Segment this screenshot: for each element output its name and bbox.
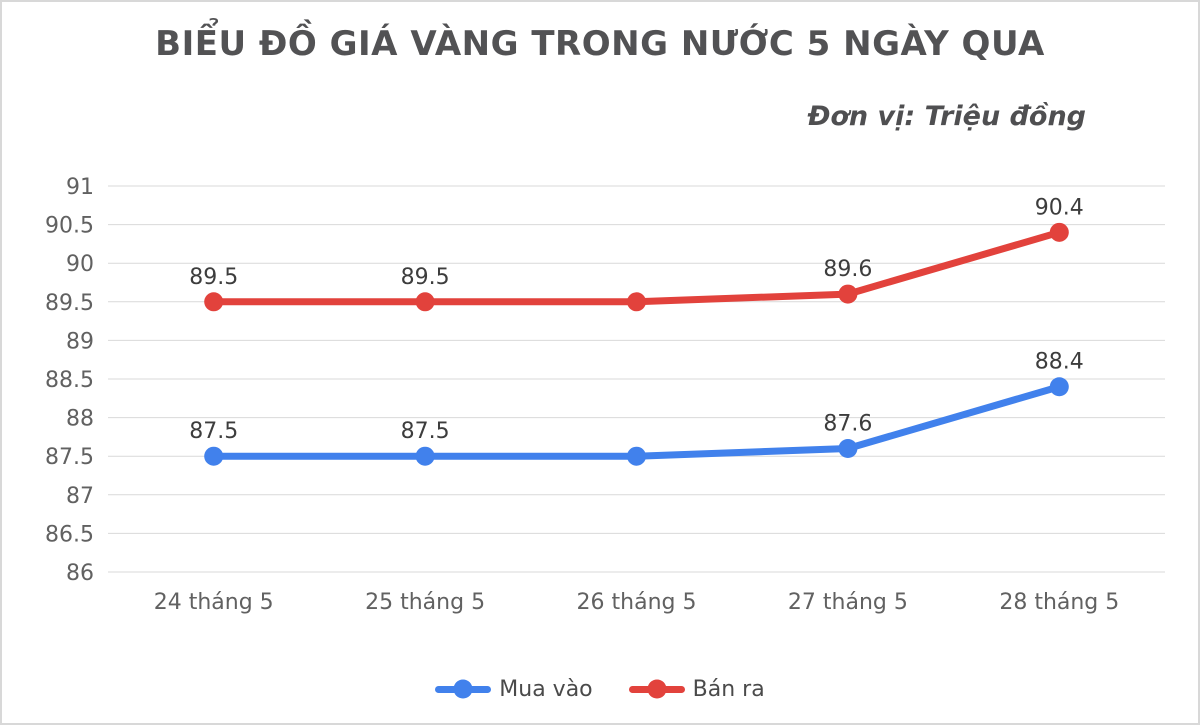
data-point <box>415 292 435 312</box>
y-axis-tick-label: 90.5 <box>45 214 94 239</box>
dot-icon <box>647 679 667 699</box>
data-point <box>627 446 646 466</box>
y-axis-tick-label: 87.5 <box>45 445 94 470</box>
chart-legend: Mua vào Bán ra <box>2 672 1198 706</box>
y-axis-tick-label: 87 <box>66 484 94 509</box>
data-point <box>1049 222 1069 242</box>
y-axis-tick-label: 89.5 <box>45 291 94 316</box>
data-point <box>838 284 858 304</box>
x-axis-label: 27 tháng 5 <box>788 590 908 615</box>
data-point <box>204 446 224 466</box>
y-axis-tick-label: 91 <box>66 175 94 200</box>
y-axis-tick-label: 86.5 <box>45 522 94 547</box>
chart-unit-label: Đơn vị: Triệu đồng <box>807 101 1086 132</box>
data-point-label: 87.5 <box>401 419 450 444</box>
legend-item-mua-vao[interactable]: Mua vào <box>435 676 593 702</box>
data-point-label: 88.4 <box>1035 350 1084 375</box>
data-point <box>204 292 224 312</box>
data-point-label: 89.5 <box>189 265 238 290</box>
legend-label-ban-ra: Bán ra <box>692 676 765 702</box>
x-axis-label: 25 tháng 5 <box>365 590 485 615</box>
chart-title: BIỂU ĐỒ GIÁ VÀNG TRONG NƯỚC 5 NGÀY QUA <box>155 24 1045 64</box>
x-axis-label: 26 tháng 5 <box>577 590 697 615</box>
y-axis-tick-label: 88 <box>66 407 94 432</box>
legend-item-ban-ra[interactable]: Bán ra <box>628 676 765 702</box>
data-point <box>627 292 646 312</box>
dot-icon <box>453 679 473 699</box>
y-axis-tick-label: 86 <box>66 561 94 586</box>
x-axis-label: 28 tháng 5 <box>999 590 1119 615</box>
line-dot-marker-icon <box>435 679 492 699</box>
data-point <box>838 438 858 458</box>
line-dot-marker-icon <box>628 679 685 699</box>
y-axis-tick-label: 89 <box>66 329 94 354</box>
data-point-label: 89.5 <box>401 265 450 290</box>
series-line <box>210 228 1063 306</box>
y-axis-tick-label: 88.5 <box>45 368 94 393</box>
series-line <box>210 383 1063 460</box>
data-point <box>415 446 435 466</box>
data-point-label: 87.6 <box>823 411 872 436</box>
y-axis-tick-label: 90 <box>66 252 94 277</box>
data-point-label: 87.5 <box>189 419 238 444</box>
data-point-label: 90.4 <box>1035 195 1084 220</box>
legend-label-mua-vao: Mua vào <box>499 676 593 702</box>
data-point-label: 89.6 <box>823 257 872 282</box>
x-axis-label: 24 tháng 5 <box>154 590 274 615</box>
data-point <box>1049 377 1069 397</box>
